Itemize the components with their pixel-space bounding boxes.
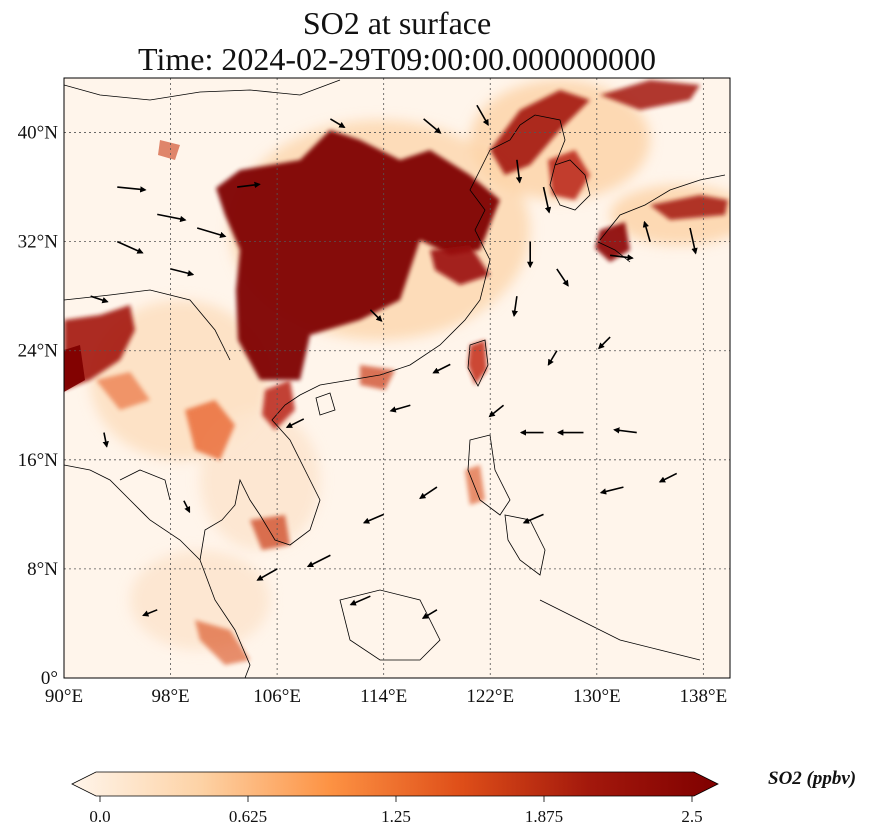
chart-subtitle-time: Time: 2024-02-29T09:00:00.000000000 (138, 41, 656, 77)
y-tick-label: 16°N (18, 450, 59, 471)
gridlines (64, 78, 730, 678)
x-tick-label: 90°E (45, 686, 83, 707)
wind-arrow (547, 350, 558, 366)
wind-arrow (142, 609, 158, 617)
wind-arrow (117, 186, 147, 193)
wind-arrow (170, 268, 195, 277)
y-tick-label: 24°N (18, 341, 59, 362)
wind-arrow (90, 295, 109, 304)
wind-arrow (658, 472, 678, 483)
wind-arrow (689, 227, 698, 255)
colorbar-label: SO2 (ppbv) (768, 768, 857, 789)
colorbar-tick-label: 2.5 (681, 807, 702, 826)
wind-arrow (285, 418, 305, 429)
wind-arrow (511, 296, 518, 318)
y-tick-label: 8°N (27, 559, 58, 580)
colorbar-tick-label: 1.875 (525, 807, 563, 826)
colorbar-tick-label: 0.0 (89, 807, 110, 826)
x-tick-label: 130°E (573, 686, 621, 707)
wind-arrow (369, 309, 383, 322)
colorbar-ticks: 0.0 0.625 1.25 1.875 2.5 (89, 796, 703, 826)
colorbar: 0.0 0.625 1.25 1.875 2.5 (71, 771, 719, 826)
wind-arrow (349, 595, 371, 606)
y-tick-label: 40°N (18, 123, 59, 144)
wind-arrow (329, 118, 346, 128)
colorbar-bar (71, 771, 719, 797)
wind-arrow (196, 227, 227, 238)
map-frame (63, 77, 731, 679)
wind-arrow (642, 220, 651, 242)
wind-arrow (488, 404, 505, 418)
wind-arrow (599, 486, 624, 495)
wind-arrow (421, 609, 438, 619)
coastlines (64, 79, 726, 678)
wind-arrow (157, 213, 187, 223)
x-tick-label: 98°E (151, 686, 189, 707)
wind-arrow (476, 104, 489, 126)
wind-arrow (389, 404, 411, 413)
chart-title: SO2 at surface (302, 5, 492, 41)
y-tick-label: 32°N (18, 232, 59, 253)
wind-arrow (556, 268, 569, 287)
wind-arrow (102, 432, 109, 448)
wind-arrow (522, 513, 544, 524)
wind-arrow (610, 254, 634, 261)
x-tick-label: 114°E (360, 686, 407, 707)
x-tick-label: 122°E (466, 686, 514, 707)
x-tick-label: 138°E (680, 686, 728, 707)
y-tick-label: 0° (41, 668, 58, 689)
x-tick-label: 106°E (253, 686, 301, 707)
wind-arrow (598, 336, 611, 350)
plot-area (64, 78, 730, 678)
wind-vectors (90, 104, 698, 619)
wind-arrow (183, 500, 191, 514)
wind-arrow (423, 118, 442, 134)
wind-arrow (515, 159, 523, 184)
wind-arrow (256, 568, 278, 581)
wind-arrow (419, 486, 438, 500)
wind-arrow (542, 186, 552, 214)
wind-arrow (613, 427, 637, 434)
wind-arrow (362, 513, 384, 524)
wind-arrow (116, 240, 144, 254)
x-axis-ticks: 90°E 98°E 106°E 114°E 122°E 130°E 138°E (45, 686, 727, 707)
wind-arrow (237, 181, 261, 189)
colorbar-tick-label: 1.25 (381, 807, 411, 826)
y-axis-ticks: 0° 8°N 16°N 24°N 32°N 40°N (18, 123, 59, 689)
colorbar-tick-label: 0.625 (229, 807, 267, 826)
wind-arrow (432, 363, 451, 374)
so2-core-layer (64, 80, 728, 665)
wind-arrow (306, 554, 331, 568)
